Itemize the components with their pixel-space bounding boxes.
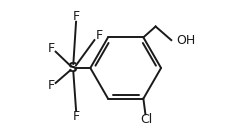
- Text: Cl: Cl: [141, 113, 153, 126]
- Text: F: F: [96, 29, 103, 42]
- Text: F: F: [47, 42, 55, 55]
- Text: OH: OH: [176, 34, 195, 47]
- Text: F: F: [73, 110, 80, 123]
- Text: S: S: [68, 61, 78, 75]
- Text: F: F: [47, 79, 55, 92]
- Text: F: F: [73, 10, 80, 23]
